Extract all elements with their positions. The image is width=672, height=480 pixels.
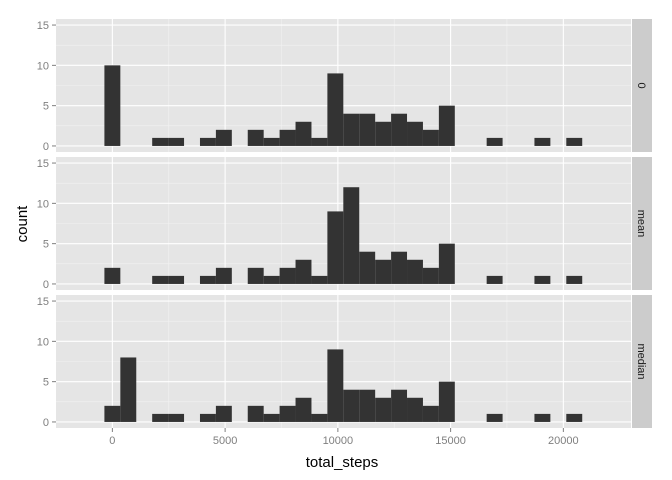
histogram-bar <box>327 211 344 284</box>
histogram-bar <box>391 251 408 284</box>
facet-strip-label: 0 <box>635 82 647 88</box>
histogram-bar <box>375 121 392 146</box>
facet-panel-median: 0 5 10 15 median <box>37 295 652 429</box>
facet-strip <box>632 19 652 152</box>
histogram-bar <box>311 137 328 146</box>
histogram-bar <box>566 137 583 146</box>
y-tick-label: 5 <box>43 101 49 113</box>
histogram-bar <box>407 121 423 146</box>
histogram-bar <box>438 105 455 146</box>
histogram-bar <box>343 187 360 284</box>
histogram-bar <box>279 405 296 422</box>
histogram-bar <box>104 65 121 146</box>
histogram-bar <box>295 121 312 146</box>
x-tick-label: 20000 <box>548 435 579 447</box>
histogram-bar <box>534 413 551 422</box>
histogram-bar <box>422 129 439 146</box>
x-tick-label: 15000 <box>435 435 466 447</box>
y-tick-label: 0 <box>43 417 49 429</box>
facet-strip <box>632 295 652 428</box>
histogram-bar <box>566 413 583 422</box>
histogram-bar <box>311 275 328 284</box>
x-tick-label: 10000 <box>323 435 354 447</box>
histogram-bar <box>407 397 423 422</box>
x-axis: 0 5000 10000 15000 20000 <box>109 428 579 447</box>
histogram-bar <box>247 129 264 146</box>
histogram-bar <box>295 259 312 284</box>
y-tick-label: 15 <box>37 296 49 308</box>
histogram-bar <box>168 137 185 146</box>
histogram-bar <box>391 389 408 422</box>
histogram-bar <box>375 259 392 284</box>
histogram-bar <box>168 275 185 284</box>
histogram-bar <box>486 137 503 146</box>
histogram-bar <box>279 267 296 284</box>
histogram-bar <box>438 381 455 422</box>
histogram-bar <box>422 405 439 422</box>
y-tick-label: 15 <box>37 20 49 32</box>
facet-strip-label: mean <box>635 210 647 238</box>
histogram-bar <box>407 259 423 284</box>
histogram-bar <box>104 267 121 284</box>
histogram-bar <box>295 397 312 422</box>
y-tick-label: 10 <box>37 60 49 72</box>
histogram-bar <box>359 113 376 146</box>
histogram-bar <box>438 243 455 284</box>
x-axis-title: total_steps <box>306 454 379 471</box>
histogram-bar <box>263 413 280 422</box>
histogram-bar <box>311 413 328 422</box>
histogram-bar <box>152 413 169 422</box>
facet-panel-mean: 0 5 10 15 mean <box>37 157 652 291</box>
histogram-bar <box>152 137 169 146</box>
histogram-bar <box>104 405 121 422</box>
histogram-bar <box>343 113 360 146</box>
histogram-bar <box>359 251 376 284</box>
histogram-bar <box>168 413 185 422</box>
histogram-bar <box>391 113 408 146</box>
histogram-bar <box>359 389 376 422</box>
histogram-bar <box>327 73 344 146</box>
histogram-bar <box>152 275 169 284</box>
histogram-bar <box>199 275 216 284</box>
y-axis-title: count <box>14 205 31 243</box>
facet-panels: 0 5 10 15 0 0 5 10 15 mean 0 5 10 15 median <box>37 19 652 429</box>
histogram-bar <box>343 389 360 422</box>
y-tick-label: 10 <box>37 198 49 210</box>
facet-strip <box>632 157 652 290</box>
y-tick-label: 15 <box>37 158 49 170</box>
histogram-bar <box>422 267 439 284</box>
histogram-bar <box>486 275 503 284</box>
histogram-bar <box>215 405 232 422</box>
y-tick-label: 10 <box>37 336 49 348</box>
facet-panel-0: 0 5 10 15 0 <box>37 19 652 153</box>
histogram-bar <box>199 137 216 146</box>
histogram-bar <box>215 267 232 284</box>
histogram-bar <box>120 357 137 422</box>
y-tick-label: 0 <box>43 279 49 291</box>
histogram-bar <box>263 275 280 284</box>
histogram-bar <box>279 129 296 146</box>
histogram-bar <box>327 349 344 422</box>
histogram-bar <box>263 137 280 146</box>
histogram-bar <box>247 267 264 284</box>
y-tick-label: 0 <box>43 141 49 153</box>
facet-strip-label: median <box>635 343 647 379</box>
x-tick-label: 0 <box>109 435 115 447</box>
histogram-bar <box>215 129 232 146</box>
histogram-bar <box>486 413 503 422</box>
histogram-bar <box>247 405 264 422</box>
histogram-bar <box>566 275 583 284</box>
histogram-bar <box>199 413 216 422</box>
y-tick-label: 5 <box>43 239 49 251</box>
histogram-bar <box>534 275 551 284</box>
x-tick-label: 5000 <box>213 435 237 447</box>
histogram-bar <box>534 137 551 146</box>
y-tick-label: 5 <box>43 377 49 389</box>
histogram-bar <box>375 397 392 422</box>
